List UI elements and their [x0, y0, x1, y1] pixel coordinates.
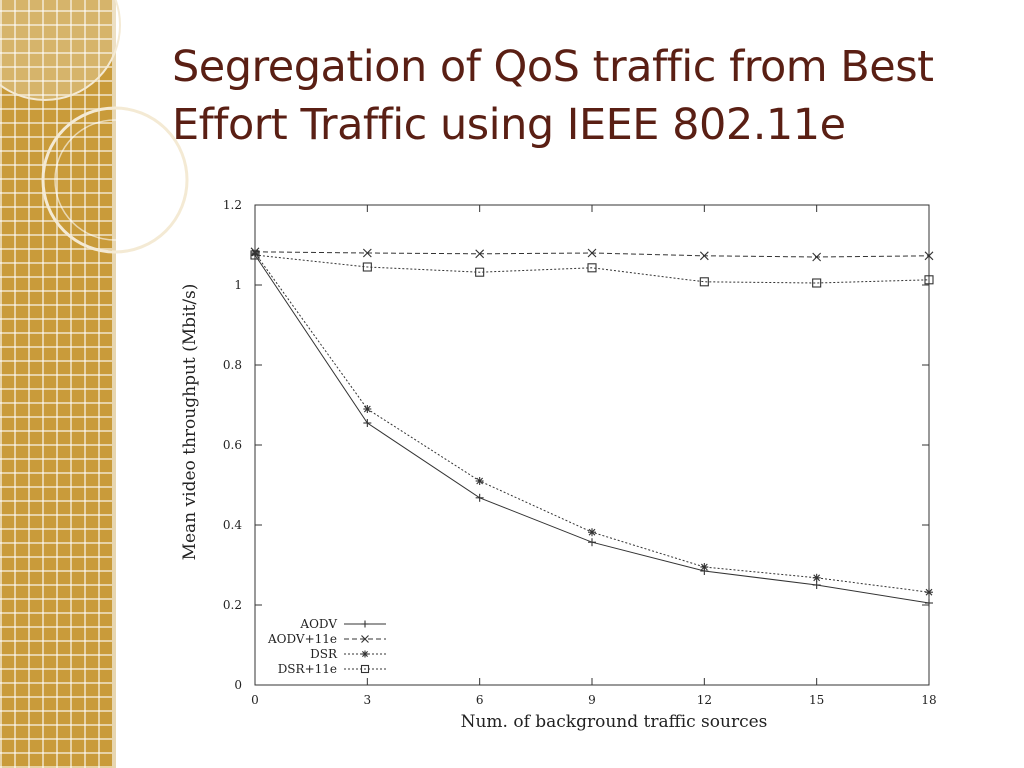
- y-tick-label: 1.2: [223, 198, 242, 212]
- y-tick-label: 0.6: [223, 438, 242, 452]
- series-lines: [250, 247, 934, 607]
- legend-marker: [361, 620, 369, 628]
- data-point: [363, 419, 372, 427]
- data-point: [475, 477, 484, 485]
- data-point: [924, 275, 934, 285]
- y-tick-label: 0.4: [223, 518, 242, 532]
- data-point: [587, 263, 597, 273]
- data-point: [475, 249, 485, 259]
- x-tick-label: 18: [921, 693, 936, 707]
- x-axis-label: Num. of background traffic sources: [461, 712, 768, 732]
- data-point: [924, 251, 934, 261]
- data-point: [587, 248, 597, 258]
- legend-marker: [361, 635, 369, 643]
- slide-title: Segregation of QoS traffic from Best Eff…: [172, 42, 934, 150]
- x-tick-label: 6: [476, 693, 484, 707]
- data-point: [588, 528, 596, 537]
- legend-marker: [360, 664, 370, 674]
- x-tick-label: 12: [697, 693, 712, 707]
- legend-marker: [361, 650, 369, 658]
- x-tick-label: 0: [251, 693, 259, 707]
- y-tick-label: 0: [234, 678, 242, 692]
- y-tick-label: 0.2: [223, 598, 242, 612]
- legend-label: DSR+11e: [278, 662, 337, 676]
- data-point: [699, 277, 709, 287]
- x-tick-label: 3: [364, 693, 372, 707]
- axis-ticks: 0 3 6 9 12 15 18 0 0.2 0.4 0.6 0.8 1 1.2: [223, 198, 937, 707]
- data-point: [925, 588, 933, 597]
- data-point: [363, 405, 372, 413]
- data-point: [588, 538, 596, 547]
- data-point: [812, 581, 821, 589]
- legend-label: DSR: [310, 647, 338, 661]
- legend-label: AODV+11e: [267, 632, 337, 646]
- data-point: [250, 250, 260, 260]
- data-point: [812, 278, 822, 288]
- x-tick-label: 9: [588, 693, 596, 707]
- data-point: [362, 262, 372, 272]
- series-line-dsr-11e: [254, 254, 930, 284]
- data-point: [925, 599, 933, 607]
- y-axis-label: Mean video throughput (Mbit/s): [180, 284, 200, 561]
- legend-label: AODV: [299, 617, 337, 631]
- data-point: [475, 493, 484, 502]
- data-point: [812, 252, 822, 262]
- data-point: [700, 563, 709, 571]
- data-point: [251, 249, 259, 257]
- data-point: [812, 573, 821, 582]
- sidebar-edge: [112, 0, 116, 768]
- x-tick-label: 15: [809, 693, 824, 707]
- data-point: [475, 267, 485, 277]
- plot-frame: [254, 204, 930, 686]
- y-tick-label: 0.8: [223, 358, 242, 372]
- data-point: [362, 248, 372, 258]
- y-tick-label: 1: [234, 278, 242, 292]
- data-point: [699, 251, 709, 261]
